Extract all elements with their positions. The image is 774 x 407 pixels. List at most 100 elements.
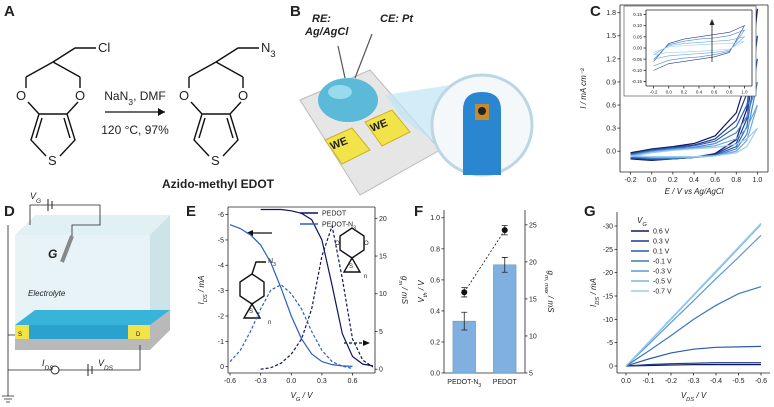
series-line <box>625 364 761 367</box>
y2-tick-label: 10 <box>379 291 387 298</box>
x-axis-label-part: DS <box>686 397 694 403</box>
x-axis-label: VG / V <box>291 391 313 403</box>
y-tick-label: 1.8 <box>606 10 616 17</box>
atom-label: N3 <box>261 40 276 59</box>
x-tick-label: PEDOT <box>493 379 518 386</box>
device-illustration <box>299 33 534 196</box>
y-axis-label-part: V <box>417 297 426 303</box>
y2-axis-label-part: g <box>546 271 555 276</box>
x-tick-label: 0.4 <box>696 90 703 95</box>
y2-axis-label-part: / mS <box>400 285 409 304</box>
series-line <box>630 127 758 158</box>
series-line <box>653 29 746 67</box>
x-tick-label: -0.4 <box>710 378 722 385</box>
point <box>461 289 468 296</box>
y-axis-label: Vth / V <box>417 280 429 303</box>
legend-title: VG <box>637 216 647 228</box>
atom-label: S <box>211 153 220 168</box>
error-bar <box>461 311 468 331</box>
y-tick-label: -5 <box>607 340 613 347</box>
y-tick-label: 0.15 <box>633 12 642 17</box>
structure-label: S <box>349 264 353 270</box>
y2-tick-label: 10 <box>529 333 537 340</box>
y-axis-label: IDS / mA <box>589 278 601 307</box>
x-axis-label-part: V <box>681 391 687 400</box>
x-tick-label: 0.8 <box>731 177 741 184</box>
series-line <box>630 104 759 158</box>
reactant-structure <box>25 47 96 157</box>
legend-title-part: G <box>642 222 647 228</box>
electrode-label: RE: <box>312 13 331 25</box>
y-tick-label: -3 <box>218 288 224 295</box>
gate-label: G <box>48 247 57 261</box>
y-axis-label-part: I <box>589 304 598 307</box>
panel-letter: D <box>4 203 15 220</box>
y2-tick-label: 20 <box>379 216 387 223</box>
series-line <box>653 25 746 71</box>
x-tick-label: -0.3 <box>687 378 699 385</box>
x-tick-label: 1.0 <box>741 90 748 95</box>
x-tick-label: 0.2 <box>681 90 688 95</box>
y-axis-label-part: I <box>197 301 206 304</box>
reagents: NaN3, DMF <box>104 89 165 107</box>
x-tick-label: 1.0 <box>753 177 763 184</box>
y-tick-label: 0.4 <box>430 308 440 315</box>
y2-tick-label: 5 <box>379 329 383 336</box>
structure-label: n <box>268 320 271 326</box>
source-label: S <box>18 332 22 338</box>
y-axis-label-part: / mA <box>197 276 206 295</box>
y-tick-label: 0 <box>220 364 224 371</box>
x-tick-label: -0.6 <box>224 378 236 385</box>
x-tick-label: 0.8 <box>726 90 733 95</box>
y2-axis-label: gm, max / mS <box>543 271 555 314</box>
y2-axis-label-part: / mS <box>546 294 555 313</box>
legend-label-part: 3 <box>353 226 356 232</box>
atom-label: O <box>238 88 248 103</box>
y-axis-label-part: DS <box>595 297 601 305</box>
product-structure <box>188 47 259 157</box>
x-tick-label: 0.6 <box>711 90 718 95</box>
y-tick-label: 0 <box>609 363 613 370</box>
electrode-label: Ag/AgCl <box>304 26 349 38</box>
x-tick-label: 0.0 <box>621 378 631 385</box>
connector-line <box>463 229 506 293</box>
y-tick-label: 0.2 <box>430 339 440 346</box>
legend-label-part: PEDOT-N <box>322 222 353 229</box>
y-tick-label: -6 <box>218 212 224 219</box>
y-tick-label: -0.05 <box>632 57 643 62</box>
legend-label: -0.7 V <box>653 289 672 296</box>
inset-background <box>623 5 757 97</box>
y-tick-label: -30 <box>603 223 613 230</box>
x-tick-label: 0.0 <box>286 378 296 385</box>
x-tick-label: PEDOT-N3 <box>447 379 481 389</box>
x-tick-label: -0.2 <box>625 177 637 184</box>
inset-arrow-head <box>709 19 715 25</box>
y-tick-label: 0.00 <box>633 46 642 51</box>
y-tick-label: 0.9 <box>606 79 616 86</box>
conditions: 120 °C, 97% <box>101 123 169 137</box>
y-tick-label: 0.0 <box>606 149 616 156</box>
y2-tick-label: 15 <box>529 296 537 303</box>
y-tick-label: 1.5 <box>606 33 616 40</box>
bar <box>493 264 517 374</box>
x-axis-label-part: / V <box>300 391 313 400</box>
y-tick-label: -5 <box>218 237 224 244</box>
x-tick-label: 0.0 <box>647 177 657 184</box>
series-line <box>229 283 353 370</box>
voltage-label: VG <box>30 191 41 205</box>
y-tick-label: 0.6 <box>606 102 616 109</box>
y-tick-label: -15 <box>603 293 613 300</box>
structure-label: O <box>364 241 369 247</box>
series-line <box>625 222 762 367</box>
y-tick-label: 0.0 <box>430 370 440 377</box>
panel-letter: E <box>186 203 196 220</box>
series-line <box>229 224 353 368</box>
series-line <box>625 286 762 367</box>
y-tick-label: -1 <box>218 339 224 346</box>
series-line <box>625 345 762 367</box>
legend-label: PEDOT-N3 <box>322 222 356 232</box>
drain-label: D <box>136 332 141 338</box>
y-tick-label: -20 <box>603 270 613 277</box>
monomer-structures <box>239 227 365 319</box>
series-line <box>653 40 745 56</box>
